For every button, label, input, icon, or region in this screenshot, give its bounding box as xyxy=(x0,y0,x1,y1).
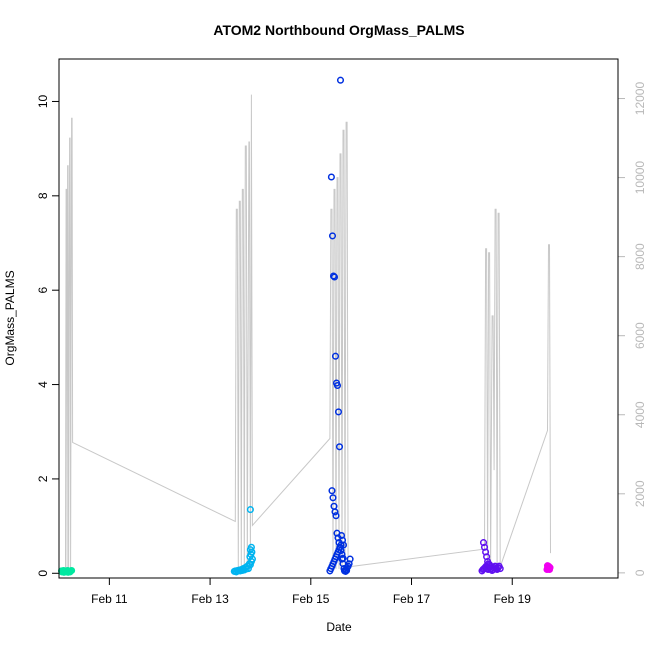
x-tick-label: Feb 17 xyxy=(393,592,431,606)
data-point xyxy=(346,555,354,563)
x-tick-label: Feb 15 xyxy=(292,592,330,606)
series-3 xyxy=(478,539,504,575)
x-axis-label: Date xyxy=(326,620,352,634)
data-point xyxy=(331,352,340,360)
data-point xyxy=(66,568,74,576)
plot-box xyxy=(58,58,619,579)
y-tick-label: 8 xyxy=(36,192,50,199)
y2-tick-label: 6000 xyxy=(633,322,647,349)
data-point xyxy=(328,232,337,240)
y-tick-label: 4 xyxy=(36,381,50,388)
y2-tick-label: 0 xyxy=(633,569,647,576)
data-point xyxy=(337,547,345,555)
y2-tick-label: 12000 xyxy=(633,82,647,116)
chart-title: ATOM2 Northbound OrgMass_PALMS xyxy=(213,22,464,38)
y2-tick-label: 10000 xyxy=(633,161,647,195)
y-tick-label: 6 xyxy=(36,287,50,294)
series-0 xyxy=(57,566,76,576)
series-1 xyxy=(230,506,256,576)
data-point xyxy=(332,512,340,520)
data-point xyxy=(339,554,347,562)
data-point xyxy=(487,562,495,570)
data-point xyxy=(336,76,345,84)
y-axis-label: OrgMass_PALMS xyxy=(3,270,17,365)
data-point xyxy=(328,487,336,495)
data-point xyxy=(333,381,342,390)
data-point xyxy=(496,565,504,573)
data-point xyxy=(335,443,344,451)
data-point xyxy=(246,506,254,514)
data-point xyxy=(330,273,339,281)
x-tick-label: Feb 19 xyxy=(494,592,532,606)
y-tick-label: 10 xyxy=(36,94,50,108)
series-2 xyxy=(326,76,354,575)
y-tick-label: 2 xyxy=(36,475,50,482)
y2-tick-label: 2000 xyxy=(633,480,647,507)
x-tick-label: Feb 11 xyxy=(91,592,128,606)
data-point xyxy=(338,550,346,558)
plot-layer xyxy=(57,76,554,576)
data-point xyxy=(334,408,343,416)
data-point xyxy=(339,541,348,549)
y2-tick-label: 8000 xyxy=(633,243,647,270)
data-point xyxy=(329,272,338,280)
y2-tick-label: 4000 xyxy=(633,401,647,428)
y-tick-label: 0 xyxy=(36,570,50,577)
data-point xyxy=(545,563,554,571)
series-4 xyxy=(543,562,554,574)
data-point xyxy=(247,543,255,551)
data-point xyxy=(331,508,339,516)
x-tick-label: Feb 13 xyxy=(191,592,229,606)
altitude-trace-line xyxy=(65,94,551,569)
data-point xyxy=(327,173,335,181)
data-point xyxy=(343,566,351,575)
data-point xyxy=(329,494,337,502)
